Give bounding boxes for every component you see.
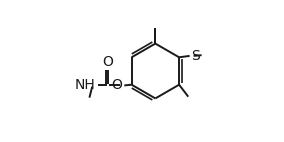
Text: O: O	[102, 55, 113, 69]
Text: O: O	[111, 78, 122, 92]
Text: S: S	[191, 49, 200, 63]
Text: NH: NH	[75, 78, 95, 92]
